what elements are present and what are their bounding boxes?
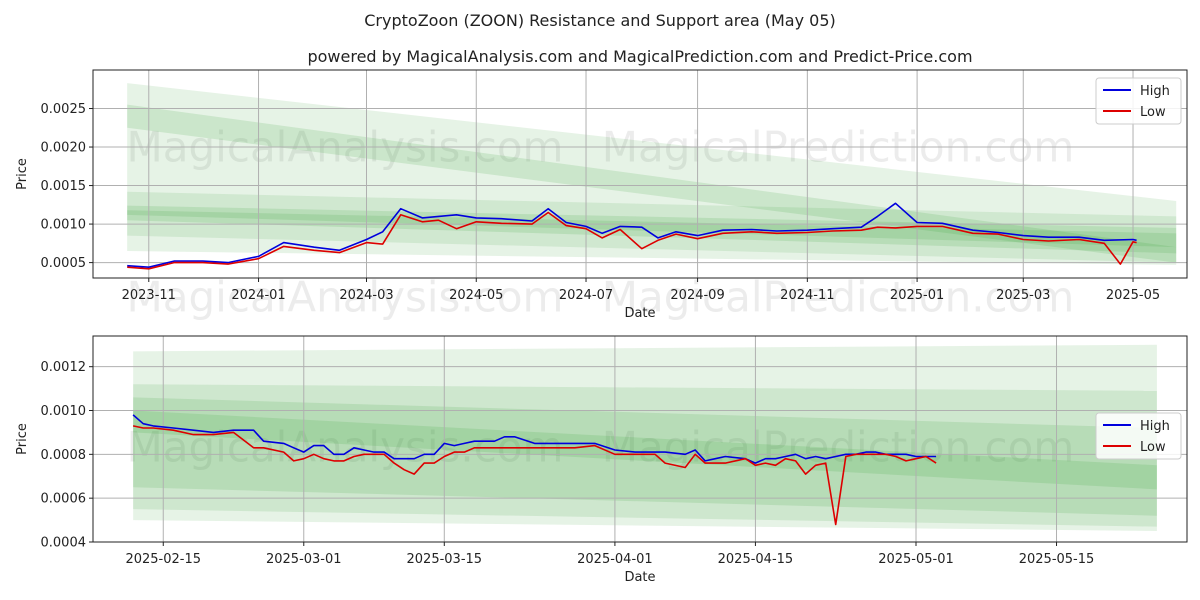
- top-chart-panel: MagicalAnalysis.com MagicalPrediction.com…: [15, 69, 1188, 322]
- x-tick-label: 2024-09: [670, 288, 724, 303]
- x-tick-label: 2025-03-01: [266, 552, 342, 567]
- x-tick-label: 2025-02-15: [125, 552, 201, 567]
- x-tick-label: 2025-05-01: [878, 552, 954, 567]
- plot-frame: [92, 335, 1188, 543]
- series-line-low: [132, 425, 937, 526]
- legend-label-low: Low: [1140, 440, 1166, 455]
- watermark-text: MagicalPrediction.com: [602, 423, 1075, 472]
- series-lines: [127, 202, 1137, 270]
- legend: High Low: [1095, 412, 1182, 460]
- x-tick-label: 2024-01: [231, 288, 285, 303]
- series-line-low: [127, 211, 1137, 270]
- support-resistance-band: [127, 104, 1177, 263]
- support-resistance-band: [127, 205, 1177, 254]
- y-tick-label: 0.0010: [41, 404, 87, 419]
- y-tick-label: 0.0005: [41, 256, 87, 271]
- y-tick-label: 0.0015: [41, 179, 87, 194]
- support-resistance-bands: [127, 83, 1177, 265]
- x-tick-label: 2024-05: [449, 288, 503, 303]
- x-tick-label: 2025-04-01: [577, 552, 653, 567]
- support-resistance-bands: [133, 344, 1157, 532]
- series-lines: [132, 414, 937, 526]
- x-tick-label: 2024-11: [780, 288, 834, 303]
- y-axis-label: Price: [15, 423, 30, 455]
- y-tick-label: 0.0010: [41, 218, 87, 233]
- y-tick-label: 0.0004: [41, 536, 87, 551]
- x-tick-label: 2025-04-15: [718, 552, 794, 567]
- legend: High Low: [1095, 77, 1182, 125]
- x-axis-label: Date: [624, 570, 655, 585]
- plot-frame: [92, 69, 1188, 279]
- y-tick-label: 0.0025: [41, 102, 87, 117]
- support-resistance-band: [133, 384, 1157, 527]
- x-tick-label: 2025-05-15: [1019, 552, 1095, 567]
- chart-subtitle: powered by MagicalAnalysis.com and Magic…: [307, 47, 972, 66]
- bottom-chart-panel: MagicalAnalysis.com MagicalPrediction.com…: [15, 335, 1188, 585]
- watermark-text: MagicalAnalysis.com: [127, 273, 564, 322]
- legend-label-low: Low: [1140, 105, 1166, 120]
- support-resistance-band: [133, 344, 1157, 532]
- y-tick-label: 0.0012: [41, 360, 87, 375]
- support-resistance-band: [133, 397, 1157, 516]
- x-tick-label: 2025-03-15: [407, 552, 483, 567]
- support-resistance-band: [127, 210, 1177, 248]
- x-tick-label: 2024-07: [559, 288, 613, 303]
- support-resistance-band: [127, 191, 1177, 263]
- legend-label-high: High: [1140, 419, 1170, 434]
- x-tick-label: 2025-05: [1106, 288, 1160, 303]
- x-tick-label: 2025-03: [996, 288, 1050, 303]
- y-tick-label: 0.0008: [41, 448, 87, 463]
- legend-label-high: High: [1140, 84, 1170, 99]
- series-line-high: [132, 414, 937, 464]
- series-line-high: [127, 202, 1137, 269]
- x-tick-label: 2025-01: [890, 288, 944, 303]
- x-axis-label: Date: [624, 306, 655, 321]
- x-tick-label: 2023-11: [122, 288, 176, 303]
- support-resistance-band: [133, 410, 1157, 490]
- watermark-text: MagicalPrediction.com: [602, 273, 1075, 322]
- x-tick-label: 2024-03: [339, 288, 393, 303]
- y-tick-label: 0.0006: [41, 492, 87, 507]
- y-axis-label: Price: [15, 158, 30, 190]
- chart-title: CryptoZoon (ZOON) Resistance and Support…: [364, 11, 836, 30]
- y-tick-label: 0.0020: [41, 141, 87, 156]
